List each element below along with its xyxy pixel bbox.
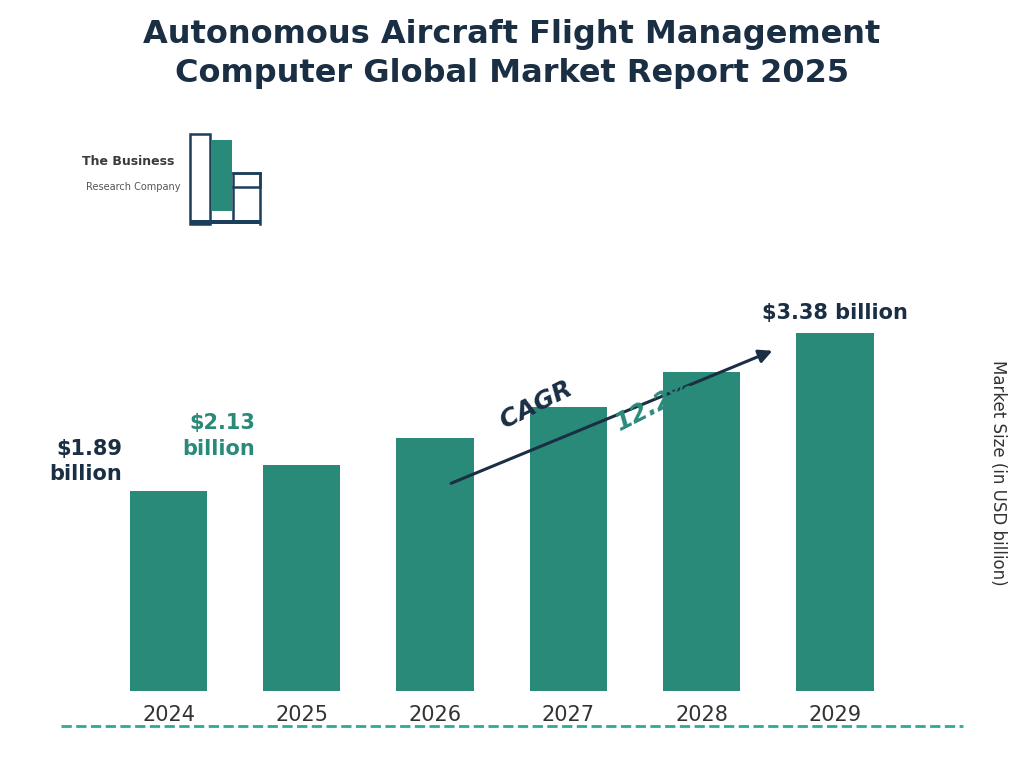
Text: $2.13
billion: $2.13 billion [182,413,255,459]
Text: $1.89
billion: $1.89 billion [49,439,122,485]
Text: Autonomous Aircraft Flight Management: Autonomous Aircraft Flight Management [143,19,881,50]
Bar [232,174,260,187]
Text: 12.2%: 12.2% [611,375,699,435]
Bar [663,372,740,691]
Bar [263,465,341,691]
Bar [190,220,260,224]
Bar [797,333,873,691]
Text: Research Company: Research Company [86,182,181,193]
Text: CAGR: CAGR [497,372,585,433]
Bar [130,491,207,691]
Bar [396,438,474,691]
Text: Market Size (in USD billion): Market Size (in USD billion) [989,359,1008,585]
Text: $3.38 billion: $3.38 billion [762,303,908,323]
Bar [529,407,607,691]
Bar [190,134,210,224]
Text: The Business: The Business [82,155,174,168]
Text: Computer Global Market Report 2025: Computer Global Market Report 2025 [175,58,849,88]
Bar [212,140,231,211]
Bar [252,174,260,224]
